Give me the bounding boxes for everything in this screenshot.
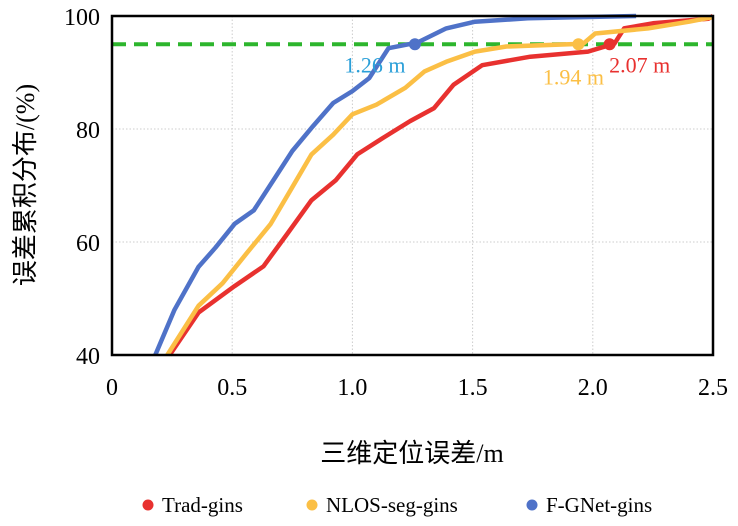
x-axis-label: 三维定位误差/m	[320, 439, 503, 468]
marker-label: 2.07 m	[609, 52, 670, 77]
y-tick-label: 40	[76, 344, 100, 370]
x-tick-label: 2.0	[578, 375, 608, 401]
series-line-F-GNet-gins	[153, 13, 637, 356]
marker-label: 1.94 m	[543, 64, 604, 89]
y-tick-label: 60	[76, 231, 100, 257]
threshold-marker	[408, 38, 421, 51]
legend-marker	[526, 499, 538, 511]
legend-marker	[306, 499, 318, 511]
legend-label: NLOS-seg-gins	[326, 493, 458, 517]
x-tick-label: 0.5	[217, 375, 247, 401]
series-lines	[112, 13, 715, 357]
series-line-NLOS-seg-gins	[165, 14, 714, 357]
threshold-marker	[603, 38, 616, 51]
y-tick-label: 80	[76, 118, 100, 144]
y-tick-label: 100	[64, 5, 100, 31]
tick-labels: 0 0.5 1.0 1.5 2.0 2.5 40 60 80 100	[64, 5, 728, 401]
x-tick-label: 1.0	[337, 375, 367, 401]
legend-marker	[142, 499, 154, 511]
series-markers: 2.07 m1.94 m 1.26 m	[344, 38, 670, 89]
y-axis-label: 误差累积分布/(%)	[11, 84, 40, 286]
plot-frame	[110, 14, 715, 357]
x-tick-label: 2.5	[698, 375, 728, 401]
legend-label: F-GNet-gins	[546, 493, 652, 517]
legend: Trad-gins NLOS-seg-gins F-GNet-gins	[142, 493, 652, 517]
x-tick-label: 0	[106, 375, 118, 401]
legend-label: Trad-gins	[162, 493, 243, 517]
marker-label: 1.26 m	[344, 52, 405, 77]
threshold-marker	[572, 38, 585, 51]
x-tick-label: 1.5	[458, 375, 488, 401]
